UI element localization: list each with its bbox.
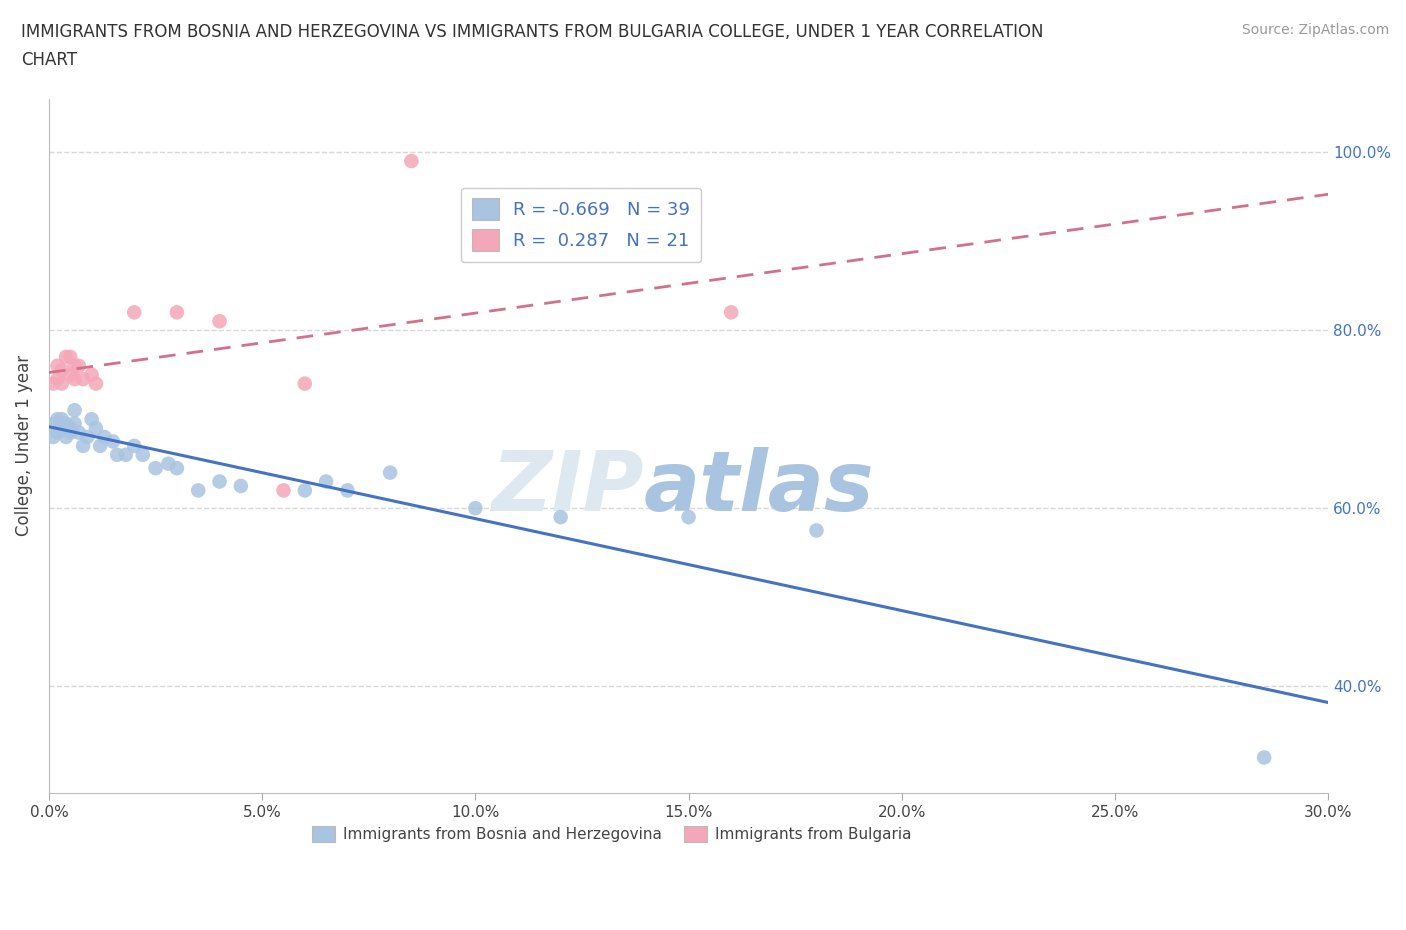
Point	[401, 153, 423, 168]
Point	[89, 438, 111, 453]
Point	[51, 363, 73, 378]
Point	[59, 420, 82, 435]
Point	[166, 460, 188, 475]
Point	[84, 420, 107, 435]
Point	[63, 403, 86, 418]
Point	[208, 313, 231, 328]
Point	[72, 438, 94, 453]
Y-axis label: College, Under 1 year: College, Under 1 year	[15, 355, 32, 537]
Point	[72, 372, 94, 387]
Point	[229, 479, 252, 494]
Point	[294, 483, 316, 498]
Point	[42, 430, 65, 445]
Point	[166, 305, 188, 320]
Point	[55, 430, 77, 445]
Point	[55, 417, 77, 432]
Text: IMMIGRANTS FROM BOSNIA AND HERZEGOVINA VS IMMIGRANTS FROM BULGARIA COLLEGE, UNDE: IMMIGRANTS FROM BOSNIA AND HERZEGOVINA V…	[21, 23, 1043, 41]
Legend: Immigrants from Bosnia and Herzegovina, Immigrants from Bulgaria: Immigrants from Bosnia and Herzegovina, …	[307, 819, 918, 848]
Point	[46, 425, 69, 440]
Point	[273, 483, 295, 498]
Point	[59, 350, 82, 365]
Point	[720, 305, 742, 320]
Point	[378, 465, 401, 480]
Point	[294, 376, 316, 391]
Point	[336, 483, 359, 498]
Point	[105, 447, 128, 462]
Point	[550, 510, 572, 525]
Point	[132, 447, 155, 462]
Point	[55, 350, 77, 365]
Point	[1253, 750, 1275, 764]
Text: Source: ZipAtlas.com: Source: ZipAtlas.com	[1241, 23, 1389, 37]
Point	[93, 430, 115, 445]
Point	[80, 412, 103, 427]
Point	[67, 358, 90, 373]
Point	[208, 474, 231, 489]
Text: CHART: CHART	[21, 51, 77, 69]
Point	[59, 425, 82, 440]
Point	[46, 372, 69, 387]
Point	[76, 430, 98, 445]
Point	[114, 447, 136, 462]
Point	[678, 510, 700, 525]
Point	[464, 500, 486, 515]
Point	[51, 376, 73, 391]
Point	[59, 367, 82, 382]
Point	[80, 367, 103, 382]
Point	[63, 358, 86, 373]
Point	[101, 434, 124, 449]
Point	[63, 417, 86, 432]
Point	[145, 460, 167, 475]
Point	[51, 420, 73, 435]
Point	[122, 438, 145, 453]
Point	[67, 425, 90, 440]
Point	[63, 372, 86, 387]
Point	[315, 474, 337, 489]
Text: atlas: atlas	[644, 447, 875, 528]
Point	[187, 483, 209, 498]
Point	[51, 412, 73, 427]
Point	[42, 417, 65, 432]
Text: ZIP: ZIP	[491, 447, 644, 528]
Point	[46, 358, 69, 373]
Point	[46, 412, 69, 427]
Point	[42, 376, 65, 391]
Point	[84, 376, 107, 391]
Point	[157, 457, 180, 472]
Point	[122, 305, 145, 320]
Point	[806, 523, 828, 538]
